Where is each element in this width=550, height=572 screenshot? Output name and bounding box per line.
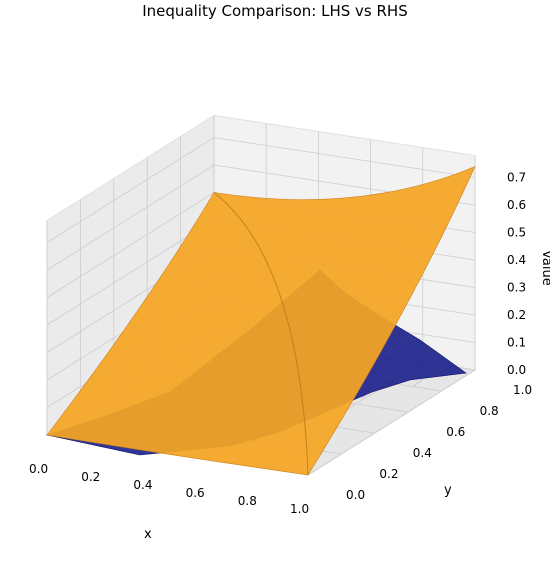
z-tick-label: 0.5 bbox=[507, 226, 526, 240]
x-tick-label: 0.2 bbox=[81, 470, 100, 484]
x-tick-label: 0.8 bbox=[238, 494, 257, 508]
intersection-curve bbox=[213, 192, 309, 476]
z-tick-label: 0.7 bbox=[507, 171, 526, 185]
z-tick-label: 0.3 bbox=[507, 281, 526, 295]
z-tick-label: 0.6 bbox=[507, 198, 526, 212]
y-tick-label: 0.4 bbox=[413, 446, 432, 460]
blue-mesh-line bbox=[361, 347, 430, 399]
z-tick-label: 0.0 bbox=[507, 363, 526, 377]
z-tick-label: 0.2 bbox=[507, 308, 526, 322]
x-tick-label: 0.4 bbox=[133, 478, 152, 492]
z-axis-label: Value bbox=[539, 250, 550, 286]
orange-surface-patch bbox=[46, 165, 476, 476]
y-tick-label: 1.0 bbox=[513, 383, 532, 397]
y-tick-label: 0.8 bbox=[480, 404, 499, 418]
blue-mesh-line bbox=[413, 359, 448, 387]
y-axis-label: y bbox=[444, 483, 452, 498]
orange-surface bbox=[46, 165, 476, 476]
x-tick-label: 0.0 bbox=[29, 462, 48, 476]
chart-title: Inequality Comparison: LHS vs RHS bbox=[142, 2, 408, 20]
tick-labels: 0.0 0.2 0.4 0.6 0.8 1.0 0.0 0.2 0.4 0.6 0.8 1.0 0.0 0… bbox=[29, 171, 532, 517]
y-tick-label: 0.0 bbox=[346, 488, 365, 502]
x-axis-label: x bbox=[144, 527, 152, 542]
y-tick-label: 0.6 bbox=[446, 425, 465, 439]
x-tick-label: 1.0 bbox=[290, 502, 309, 516]
z-tick-label: 0.1 bbox=[507, 336, 526, 350]
y-tick-label: 0.2 bbox=[379, 467, 398, 481]
x-tick-label: 0.6 bbox=[186, 486, 205, 500]
z-tick-label: 0.4 bbox=[507, 253, 526, 267]
